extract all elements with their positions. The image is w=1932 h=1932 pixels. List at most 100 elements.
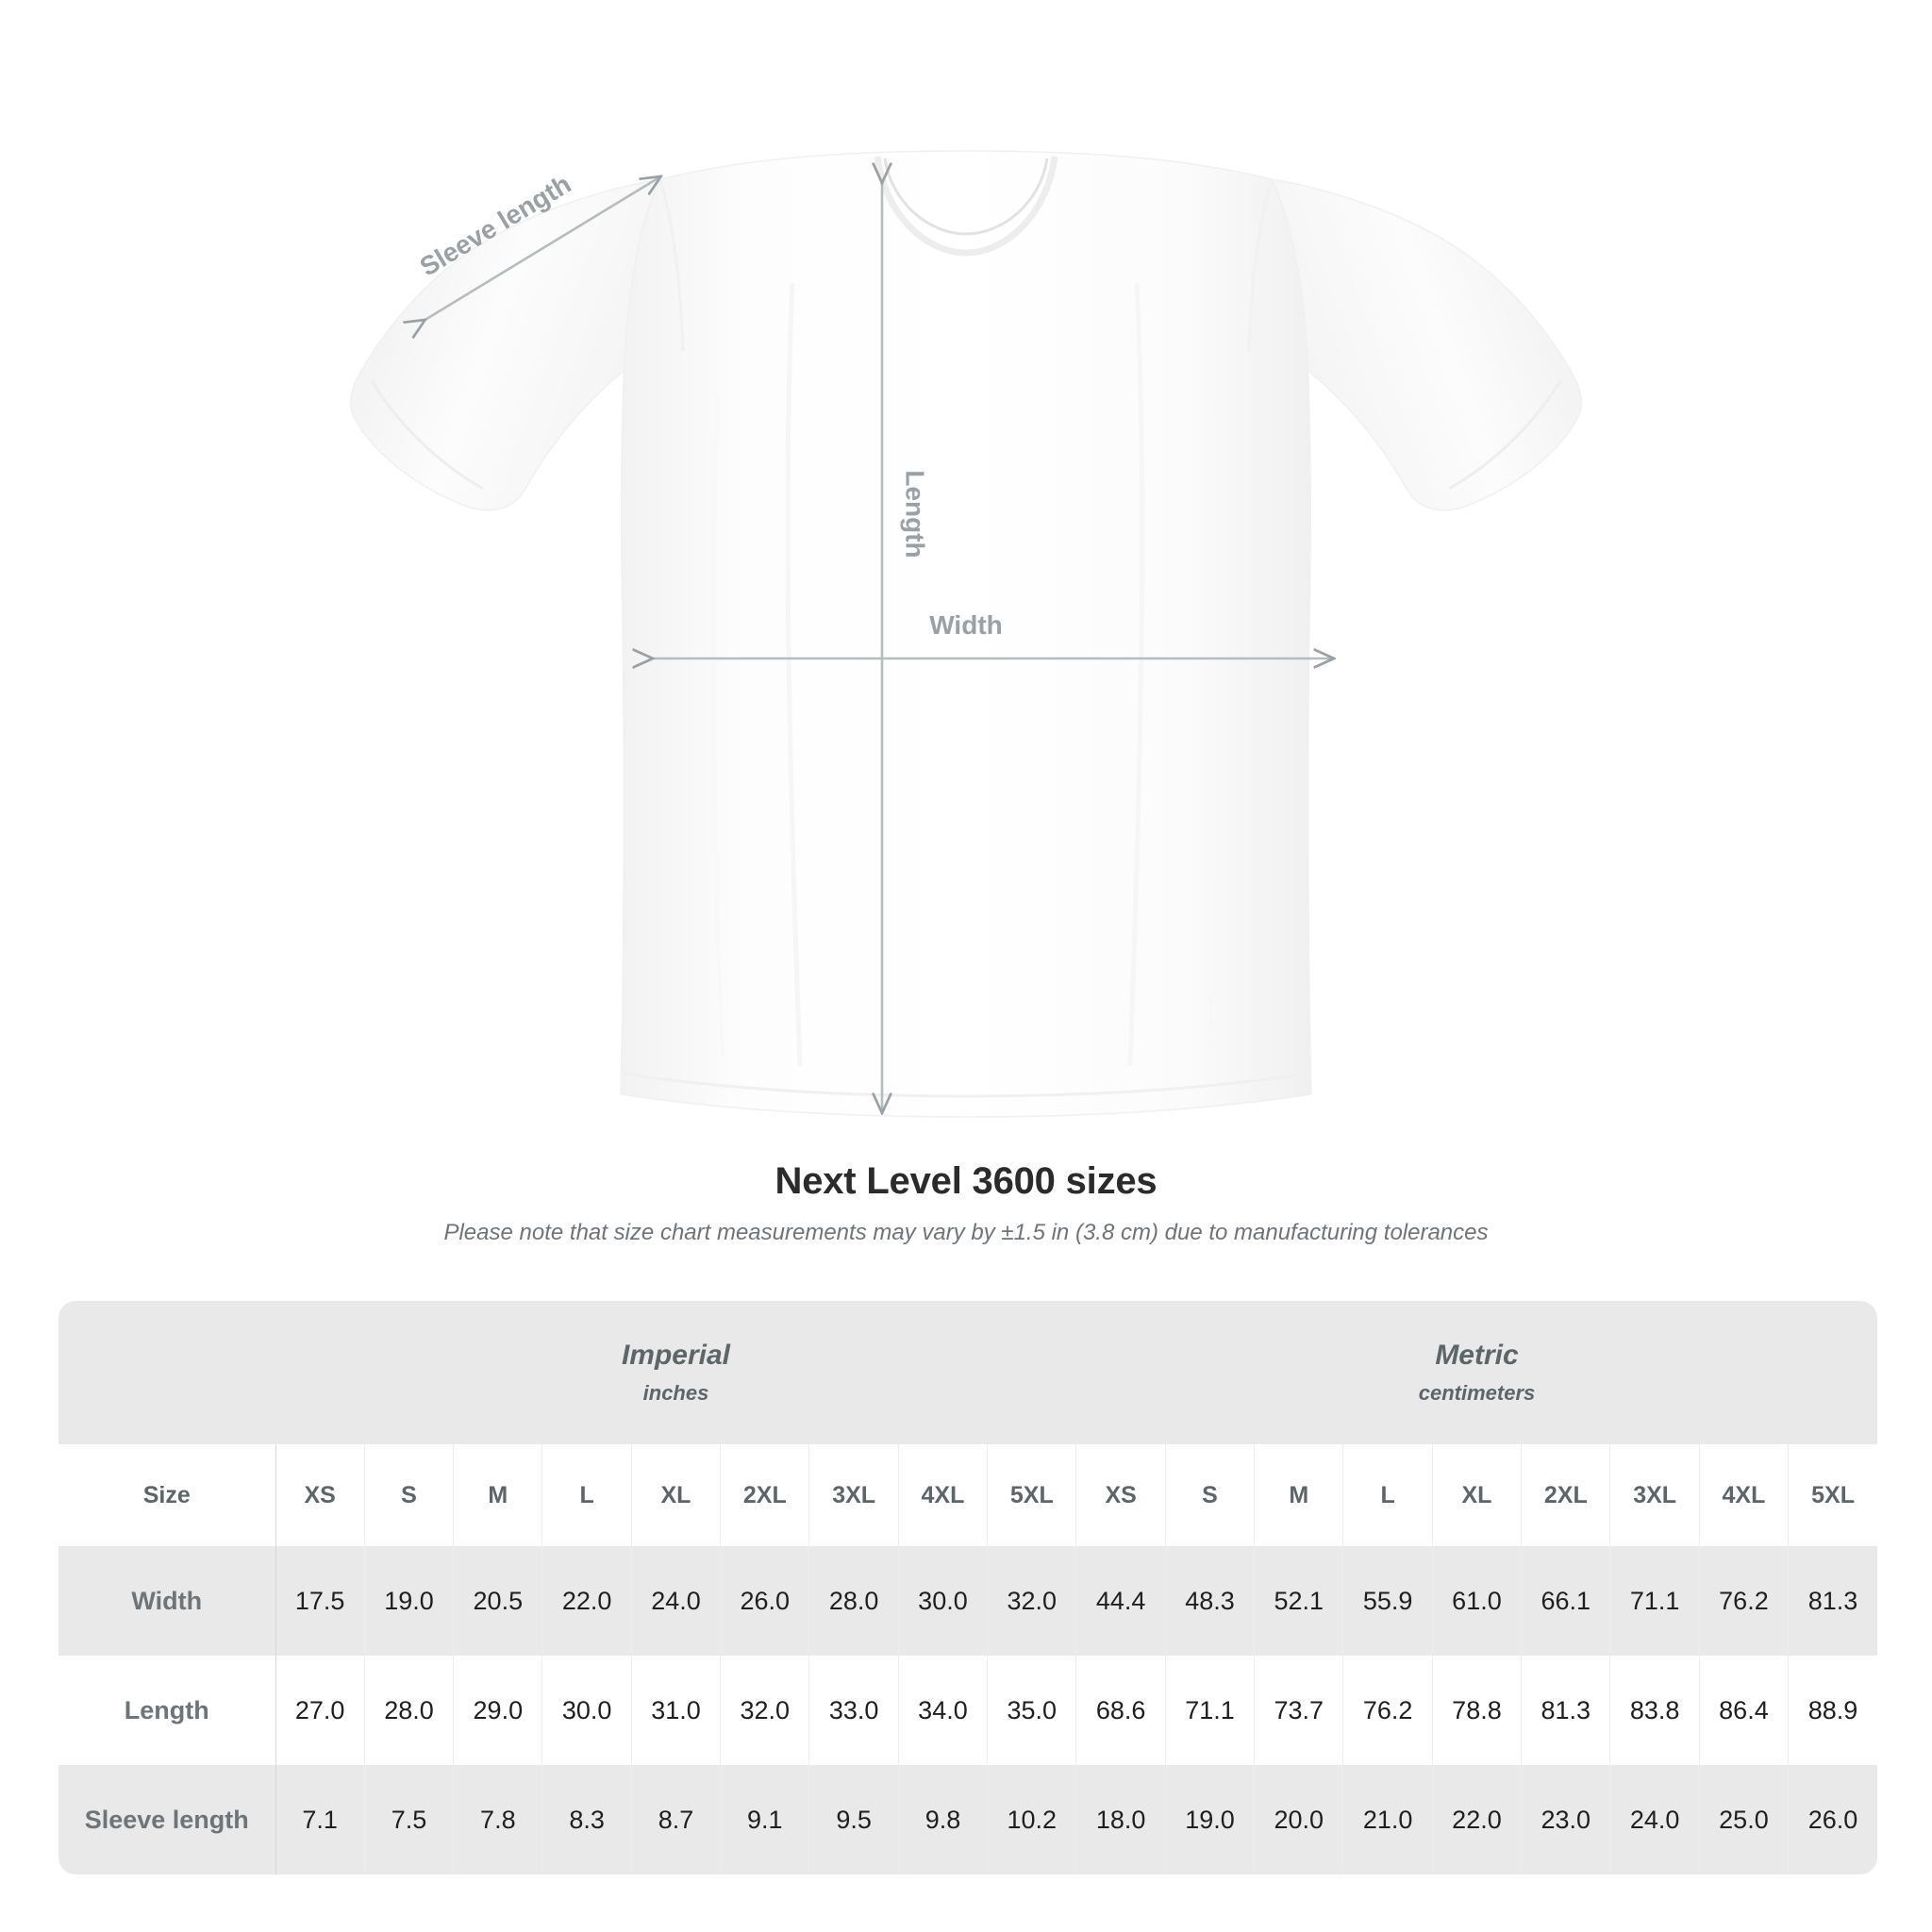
cell-length-m-imperial: 29.0 (453, 1656, 543, 1765)
cell-length-xl-metric: 78.8 (1432, 1656, 1523, 1765)
table-row: Width 17.5 19.0 20.5 22.0 24.0 26.0 28.0 30.0 32.… (58, 1546, 1877, 1656)
cell-width-s-metric: 48.3 (1165, 1546, 1256, 1656)
size-header-cell-xs-metric: XS (1075, 1444, 1166, 1546)
size-header-cell-2xl-metric: 2XL (1521, 1444, 1611, 1546)
size-header-cell-5xl-metric: 5XL (1788, 1444, 1877, 1546)
cell-width-s-imperial: 19.0 (364, 1546, 455, 1656)
cell-sleeve-length-2xl-metric: 23.0 (1521, 1765, 1611, 1874)
tshirt-diagram: Length Width Sleeve length (349, 150, 1583, 1118)
cell-sleeve-length-4xl-imperial: 9.8 (898, 1765, 989, 1874)
cell-sleeve-length-5xl-imperial: 10.2 (987, 1765, 1077, 1874)
table-row: Sleeve length 7.1 7.5 7.8 8.3 8.7 9.1 9.5 9.8 10.… (58, 1765, 1877, 1874)
cell-sleeve-length-m-metric: 20.0 (1254, 1765, 1344, 1874)
size-header-cell-xl-imperial: XL (631, 1444, 722, 1546)
cell-sleeve-length-5xl-metric: 26.0 (1788, 1765, 1877, 1874)
size-table-container: Imperial inches Metric centimeters Size XS S… (58, 1301, 1877, 1874)
size-header-cell-5xl-imperial: 5XL (987, 1444, 1077, 1546)
size-header-cell-l-metric: L (1342, 1444, 1433, 1546)
cell-length-l-imperial: 30.0 (541, 1656, 632, 1765)
size-header-cell-xl-metric: XL (1432, 1444, 1523, 1546)
cell-sleeve-length-l-metric: 21.0 (1342, 1765, 1433, 1874)
cell-length-4xl-imperial: 34.0 (898, 1656, 989, 1765)
heading-block: Next Level 3600 sizes Please note that s… (0, 1156, 1932, 1248)
cell-width-m-imperial: 20.5 (453, 1546, 543, 1656)
unit-group-imperial: Imperial inches (275, 1301, 1076, 1444)
cell-length-xs-metric: 68.6 (1075, 1656, 1166, 1765)
size-header-cell-m-imperial: M (453, 1444, 543, 1546)
unit-group-subtitle: centimeters (1418, 1381, 1536, 1405)
size-header-cell-s-imperial: S (364, 1444, 455, 1546)
cell-length-3xl-imperial: 33.0 (808, 1656, 899, 1765)
cell-sleeve-length-l-imperial: 8.3 (541, 1765, 632, 1874)
cell-width-2xl-imperial: 26.0 (720, 1546, 810, 1656)
cell-length-2xl-metric: 81.3 (1521, 1656, 1611, 1765)
cell-width-3xl-imperial: 28.0 (808, 1546, 899, 1656)
row-label-width: Width (58, 1546, 276, 1656)
cell-width-4xl-metric: 76.2 (1699, 1546, 1790, 1656)
cell-length-3xl-metric: 83.8 (1609, 1656, 1700, 1765)
cell-sleeve-length-s-metric: 19.0 (1165, 1765, 1256, 1874)
size-header-cell-3xl-metric: 3XL (1609, 1444, 1700, 1546)
cell-width-xs-metric: 44.4 (1075, 1546, 1166, 1656)
cell-length-xs-imperial: 27.0 (275, 1656, 365, 1765)
cell-width-m-metric: 52.1 (1254, 1546, 1344, 1656)
length-label: Length (901, 470, 930, 558)
unit-group-metric: Metric centimeters (1075, 1301, 1877, 1444)
cell-length-l-metric: 76.2 (1342, 1656, 1433, 1765)
unit-group-name: Imperial (621, 1340, 731, 1371)
size-table: Imperial inches Metric centimeters Size XS S… (58, 1301, 1877, 1874)
cell-length-xl-imperial: 31.0 (631, 1656, 722, 1765)
row-label-length: Length (58, 1656, 276, 1765)
unit-group-subtitle: inches (642, 1381, 709, 1405)
size-row-label: Size (58, 1444, 276, 1546)
unit-group-name: Metric (1435, 1340, 1519, 1371)
cell-sleeve-length-3xl-metric: 24.0 (1609, 1765, 1700, 1874)
cell-sleeve-length-s-imperial: 7.5 (364, 1765, 455, 1874)
cell-sleeve-length-xl-imperial: 8.7 (631, 1765, 722, 1874)
unit-group-spacer (58, 1301, 275, 1444)
cell-length-4xl-metric: 86.4 (1699, 1656, 1790, 1765)
row-label-sleeve-length: Sleeve length (58, 1765, 276, 1874)
cell-width-4xl-imperial: 30.0 (898, 1546, 989, 1656)
size-header-row: Size XS S M L XL 2XL 3XL 4XL 5XL XS S M L XL 2XL 3XL 4XL… (58, 1444, 1877, 1546)
size-header-cell-2xl-imperial: 2XL (720, 1444, 810, 1546)
page-title: Next Level 3600 sizes (774, 1160, 1158, 1202)
cell-sleeve-length-xs-metric: 18.0 (1075, 1765, 1166, 1874)
cell-length-5xl-metric: 88.9 (1788, 1656, 1877, 1765)
width-label: Width (929, 610, 1003, 640)
size-header-cell-m-metric: M (1254, 1444, 1344, 1546)
cell-width-5xl-metric: 81.3 (1788, 1546, 1877, 1656)
cell-sleeve-length-3xl-imperial: 9.5 (808, 1765, 899, 1874)
cell-length-s-imperial: 28.0 (364, 1656, 455, 1765)
cell-width-5xl-imperial: 32.0 (987, 1546, 1077, 1656)
cell-width-2xl-metric: 66.1 (1521, 1546, 1611, 1656)
cell-length-s-metric: 71.1 (1165, 1656, 1256, 1765)
cell-width-l-imperial: 22.0 (541, 1546, 632, 1656)
cell-length-5xl-imperial: 35.0 (987, 1656, 1077, 1765)
size-header-cell-3xl-imperial: 3XL (808, 1444, 899, 1546)
cell-sleeve-length-xl-metric: 22.0 (1432, 1765, 1523, 1874)
size-header-cell-l-imperial: L (541, 1444, 632, 1546)
size-table-head: Imperial inches Metric centimeters Size XS S… (58, 1301, 1877, 1546)
cell-width-xl-metric: 61.0 (1432, 1546, 1523, 1656)
cell-width-xs-imperial: 17.5 (275, 1546, 365, 1656)
table-row: Length 27.0 28.0 29.0 30.0 31.0 32.0 33.0 34.0 35… (58, 1656, 1877, 1765)
tolerance-note: Please note that size chart measurements… (443, 1220, 1489, 1245)
cell-width-xl-imperial: 24.0 (631, 1546, 722, 1656)
size-table-body: Width 17.5 19.0 20.5 22.0 24.0 26.0 28.0 30.0 32.… (58, 1546, 1877, 1874)
size-header-cell-4xl-metric: 4XL (1699, 1444, 1790, 1546)
cell-sleeve-length-m-imperial: 7.8 (453, 1765, 543, 1874)
size-header-cell-s-metric: S (1165, 1444, 1256, 1546)
size-header-cell-xs-imperial: XS (275, 1444, 365, 1546)
unit-group-row: Imperial inches Metric centimeters (58, 1301, 1877, 1444)
sleeve-length-arrow (424, 177, 659, 321)
cell-length-m-metric: 73.7 (1254, 1656, 1344, 1765)
tshirt-illustration (349, 150, 1583, 1118)
cell-width-l-metric: 55.9 (1342, 1546, 1433, 1656)
cell-length-2xl-imperial: 32.0 (720, 1656, 810, 1765)
cell-sleeve-length-2xl-imperial: 9.1 (720, 1765, 810, 1874)
cell-sleeve-length-xs-imperial: 7.1 (275, 1765, 365, 1874)
size-header-cell-4xl-imperial: 4XL (898, 1444, 989, 1546)
cell-width-3xl-metric: 71.1 (1609, 1546, 1700, 1656)
